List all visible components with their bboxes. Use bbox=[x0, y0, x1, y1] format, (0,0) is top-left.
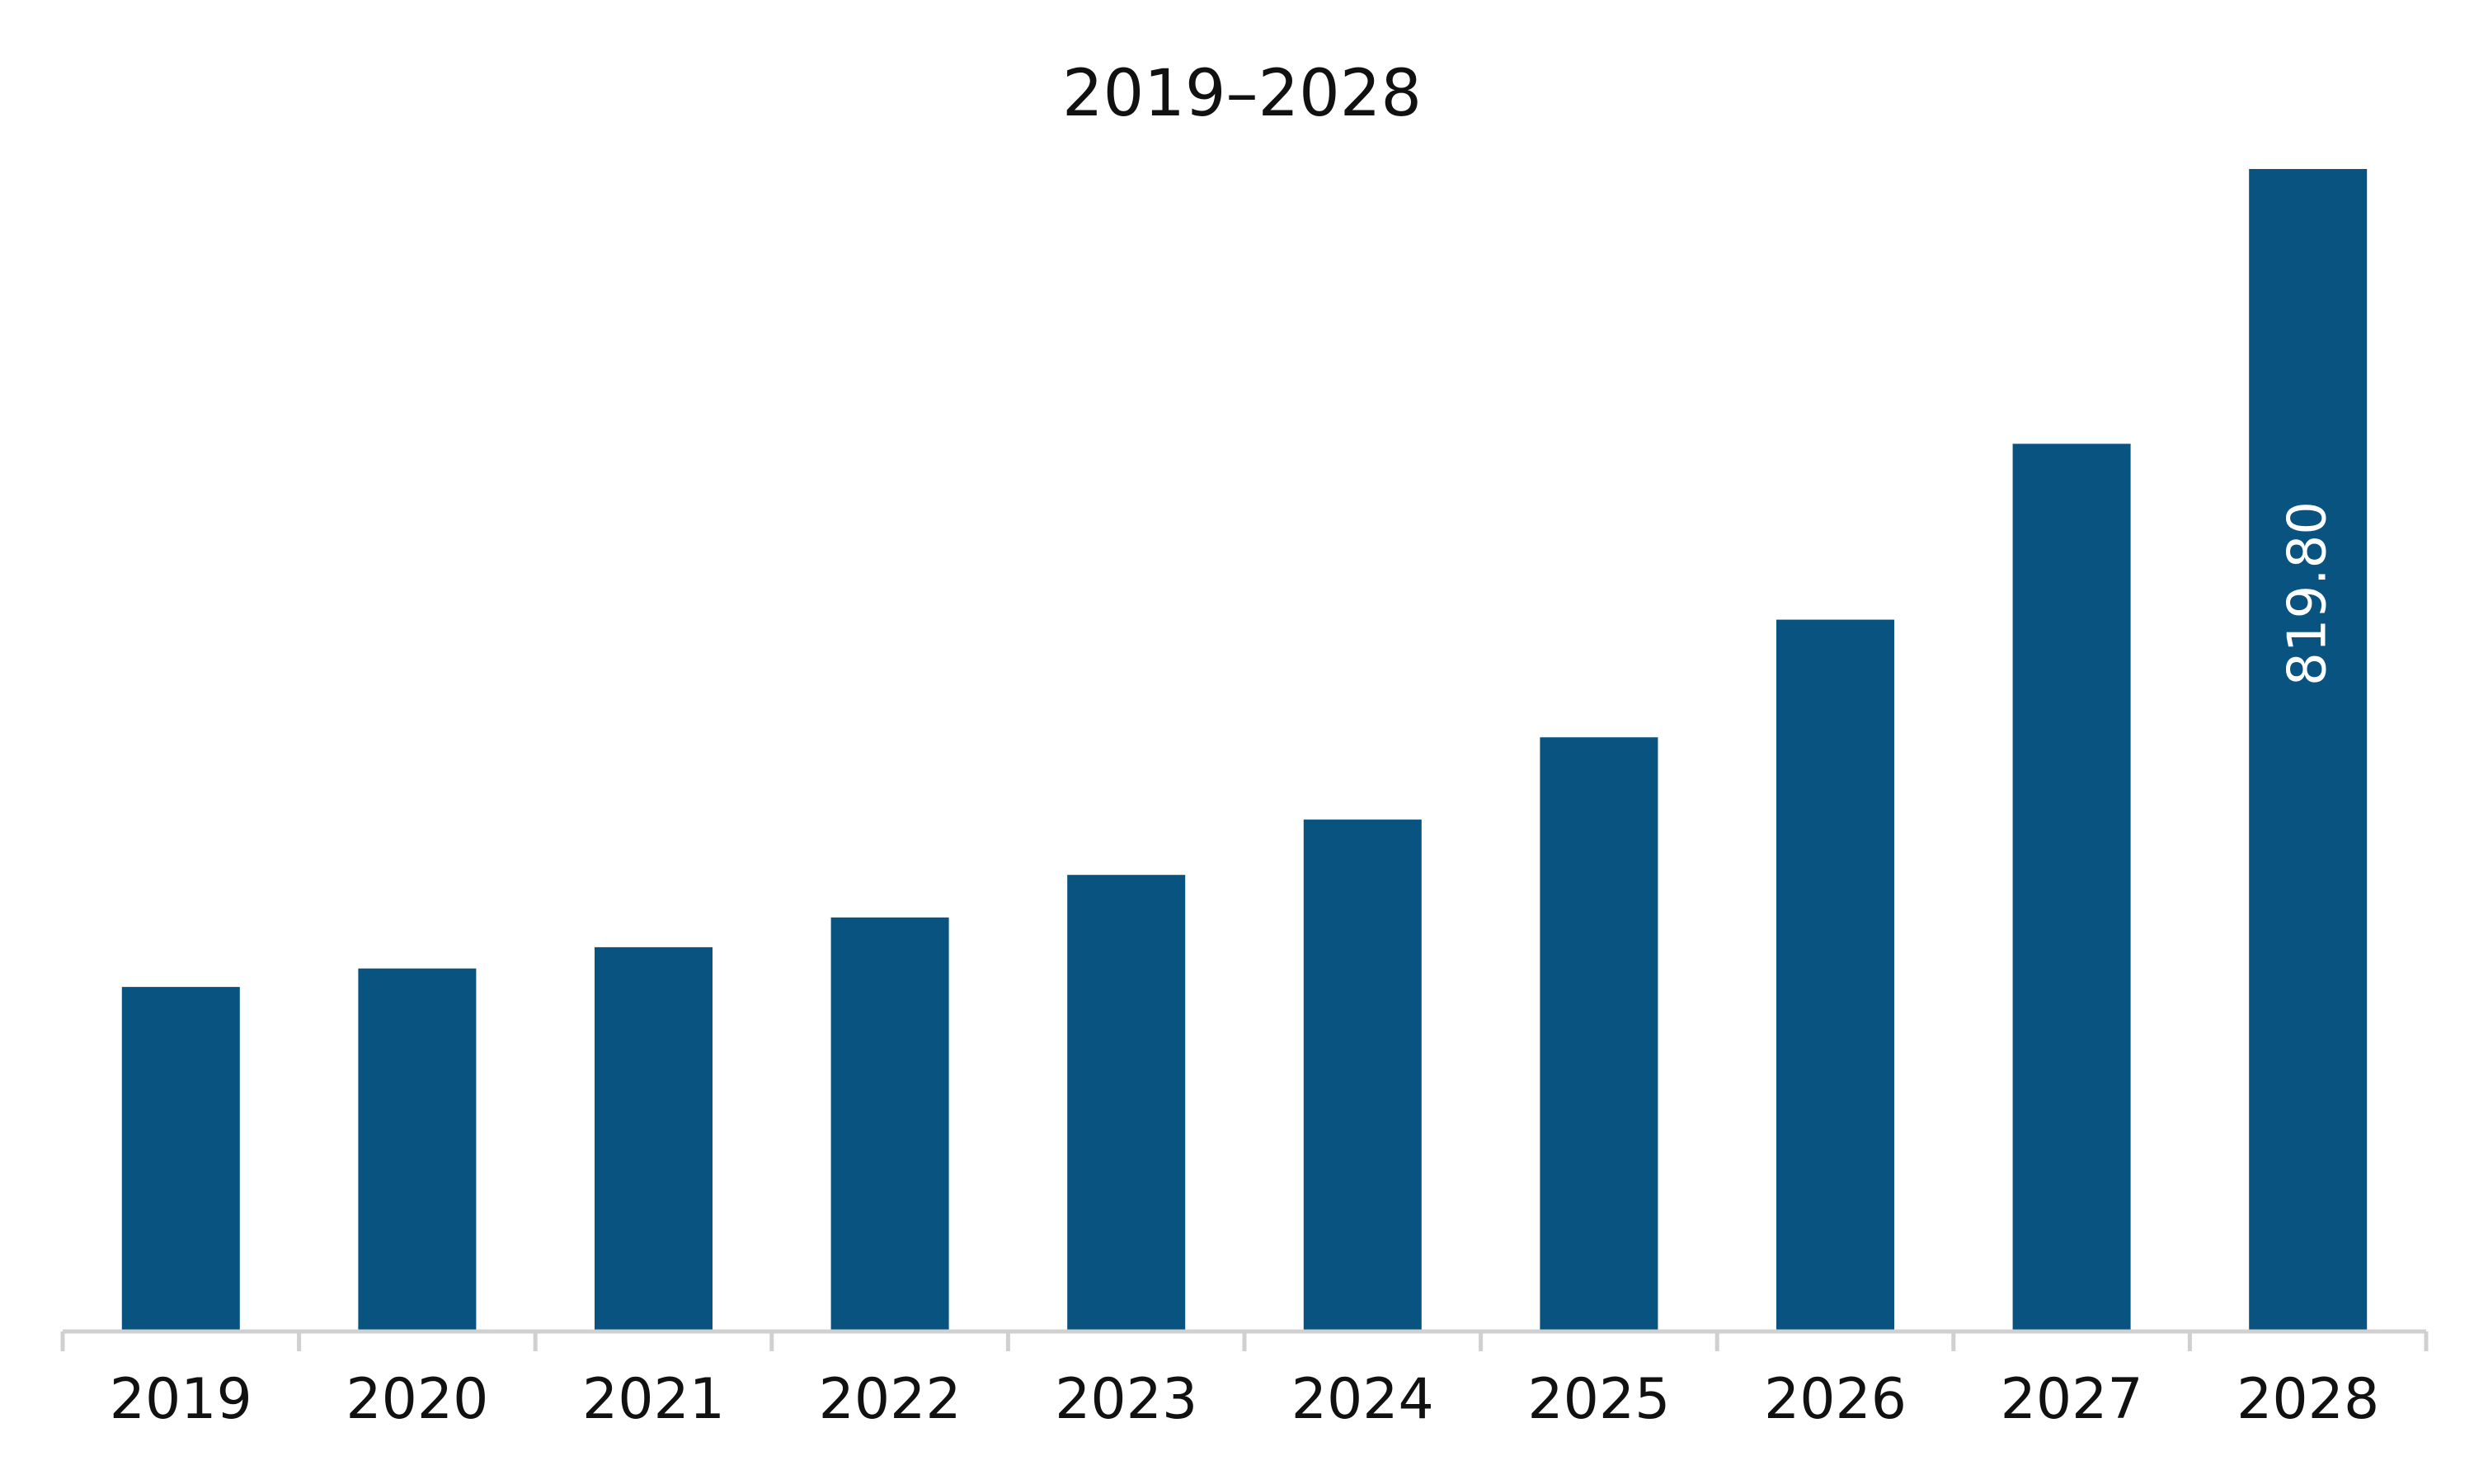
x-tick-label-2026: 2026 bbox=[1764, 1367, 1907, 1432]
x-axis bbox=[60, 1329, 2429, 1351]
bar-2027 bbox=[2012, 444, 2131, 1331]
x-tick-label-2027: 2027 bbox=[2001, 1367, 2143, 1432]
chart-title: 2019–2028 bbox=[1062, 57, 1422, 131]
bar-2028 bbox=[2249, 169, 2368, 1331]
x-tick-label-2021: 2021 bbox=[582, 1367, 725, 1432]
bar-2019 bbox=[121, 987, 240, 1331]
x-tick-label-2019: 2019 bbox=[110, 1367, 252, 1432]
data-label-2028: 819.80 bbox=[2278, 501, 2339, 686]
bars-group bbox=[121, 169, 2368, 1331]
data-labels: 819.80 bbox=[2278, 501, 2339, 686]
bar-2025 bbox=[1540, 737, 1658, 1331]
bar-2020 bbox=[358, 968, 477, 1331]
x-tick-label-2020: 2020 bbox=[346, 1367, 488, 1432]
x-tick-labels: 2019 2020 2021 2022 2023 2024 2025 2026 2027 2028 bbox=[110, 1367, 2379, 1432]
bar-2024 bbox=[1303, 819, 1422, 1331]
x-tick-label-2025: 2025 bbox=[1527, 1367, 1670, 1432]
x-tick-label-2024: 2024 bbox=[1291, 1367, 1434, 1432]
x-tick-label-2028: 2028 bbox=[2236, 1367, 2379, 1432]
x-tick-label-2023: 2023 bbox=[1055, 1367, 1197, 1432]
bar-2022 bbox=[830, 917, 949, 1331]
bar-2021 bbox=[595, 946, 713, 1331]
x-tick-label-2022: 2022 bbox=[819, 1367, 962, 1432]
bar-2026 bbox=[1776, 619, 1894, 1331]
bar-2023 bbox=[1067, 875, 1186, 1331]
